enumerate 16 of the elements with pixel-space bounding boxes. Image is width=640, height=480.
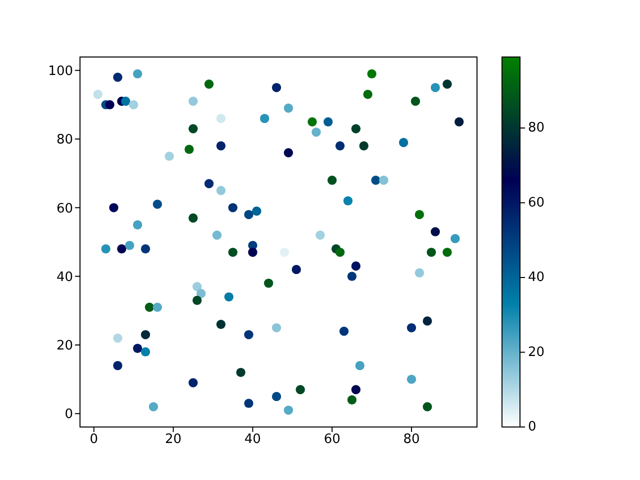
x-tick-label: 20 (165, 432, 182, 448)
color-bar-label: 20 (528, 344, 545, 360)
y-tick-label: 60 (56, 201, 73, 216)
y-tick-label: 0 (64, 407, 73, 422)
color-bar-label: 60 (528, 195, 545, 210)
x-tick-label: 0 (90, 432, 98, 448)
y-tick-label: 100 (48, 64, 73, 79)
y-tick-label: 20 (56, 338, 73, 354)
color-bar-label: 80 (528, 120, 545, 136)
x-tick-label: 60 (324, 432, 340, 448)
x-tick-label: 40 (244, 432, 261, 448)
y-tick-label: 40 (56, 270, 73, 285)
x-tick-label: 80 (403, 432, 420, 448)
color-bar-label: 0 (528, 420, 536, 434)
color-bar-label: 40 (528, 270, 545, 286)
y-tick-label: 80 (56, 132, 73, 148)
